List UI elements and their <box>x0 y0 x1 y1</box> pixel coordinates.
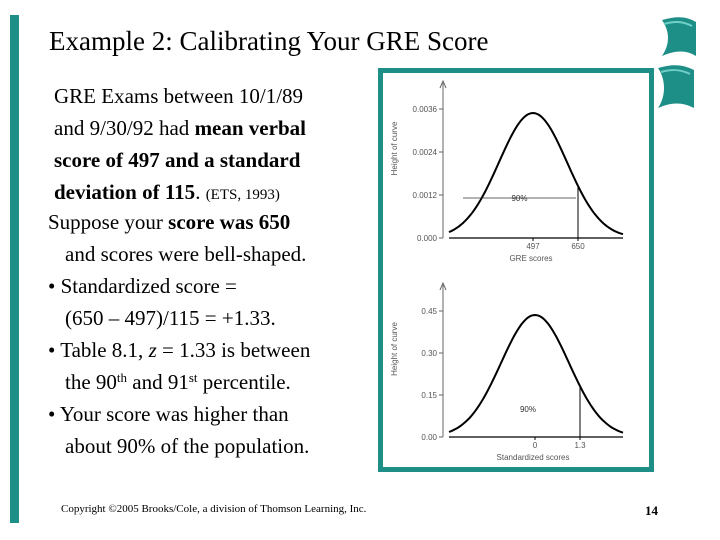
density-curve-2 <box>448 313 624 434</box>
intro-line-4: deviation of 115. (ETS, 1993) <box>54 180 280 204</box>
bullet-1-cont: (650 – 497)/115 = +1.33. <box>65 306 276 330</box>
y-tick-label: 0.0012 <box>413 191 438 200</box>
body-text: Suppose your score was 650 and scores we… <box>48 206 368 462</box>
y-tick-label: 0.0024 <box>413 148 438 157</box>
bullet-1: • Standardized score = <box>48 274 237 298</box>
x-tick-label: 1.3 <box>574 441 586 450</box>
x-tick-label: 497 <box>526 242 540 251</box>
y-tick-label: 0.000 <box>417 234 438 243</box>
bullet-3-cont: about 90% of the population. <box>65 434 310 458</box>
y-axis-label: Height of curve <box>390 121 399 175</box>
bullet-3: • Your score was higher than <box>48 402 289 426</box>
ribbon-logo-icon <box>658 17 696 108</box>
intro-line-1: GRE Exams between 10/1/89 <box>54 84 304 108</box>
y-axis-arrow-1 <box>439 79 447 89</box>
x-tick-label: 0 <box>533 441 538 450</box>
y-axis-label: Height of curve <box>390 322 399 376</box>
body-line-1: Suppose your score was 650 <box>48 210 291 234</box>
x-tick-label: 650 <box>571 242 585 251</box>
page-number: 14 <box>645 503 658 518</box>
intro-line-3: score of 497 and a standard <box>54 148 301 172</box>
density-curve-1 <box>448 111 624 236</box>
body-line-2: and scores were bell-shaped. <box>65 242 307 266</box>
bullet-2: • Table 8.1, z = 1.33 is between <box>48 338 311 362</box>
copyright-notice: Copyright ©2005 Brooks/Cole, a division … <box>61 503 367 515</box>
y-axis-arrow-2 <box>439 281 447 291</box>
bullet-2-cont: the 90th and 91st percentile. <box>65 370 291 394</box>
intro-paragraph: GRE Exams between 10/1/89 and 9/30/92 ha… <box>54 80 354 211</box>
y-tick-label: 0.45 <box>421 307 437 316</box>
x-axis-label: Standardized scores <box>497 453 570 462</box>
percent-label: 90% <box>511 194 527 203</box>
y-tick-label: 0.30 <box>421 349 437 358</box>
intro-line-2: and 9/30/92 had mean verbal <box>54 116 306 140</box>
accent-bar <box>10 15 19 523</box>
percent-label: 90% <box>520 405 536 414</box>
y-tick-label: 0.0036 <box>413 105 438 114</box>
y-tick-label: 0.15 <box>421 391 437 400</box>
y-tick-label: 0.00 <box>421 433 437 442</box>
normal-curves-figure: 0.000 0.0012 0.0024 0.0036 Height of curve 90… <box>378 68 654 472</box>
x-axis-label: GRE scores <box>509 254 552 263</box>
slide-title: Example 2: Calibrating Your GRE Score <box>49 26 489 56</box>
